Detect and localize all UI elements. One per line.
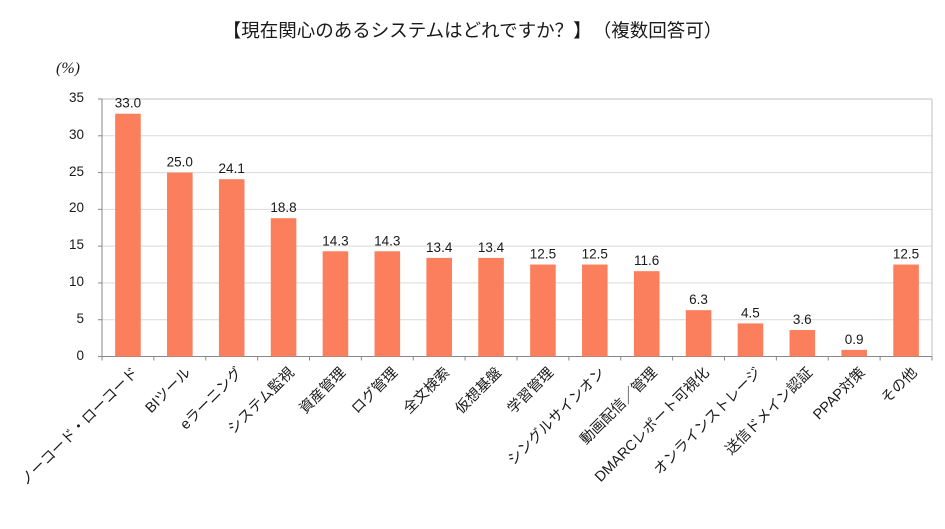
svg-text:11.6: 11.6 <box>634 253 659 268</box>
svg-text:13.4: 13.4 <box>426 240 453 255</box>
svg-text:24.1: 24.1 <box>219 161 245 176</box>
svg-text:14.3: 14.3 <box>374 233 400 248</box>
svg-text:6.3: 6.3 <box>689 292 708 307</box>
svg-text:3.6: 3.6 <box>793 312 812 327</box>
svg-text:0.9: 0.9 <box>845 332 864 347</box>
svg-text:4.5: 4.5 <box>741 305 760 320</box>
svg-text:12.5: 12.5 <box>530 247 556 262</box>
svg-text:33.0: 33.0 <box>115 96 141 111</box>
svg-text:12.5: 12.5 <box>582 247 608 262</box>
svg-text:13.4: 13.4 <box>478 240 505 255</box>
svg-text:14.3: 14.3 <box>322 233 348 248</box>
svg-text:25.0: 25.0 <box>167 155 193 170</box>
svg-text:18.8: 18.8 <box>270 200 296 215</box>
svg-text:12.5: 12.5 <box>893 247 919 262</box>
